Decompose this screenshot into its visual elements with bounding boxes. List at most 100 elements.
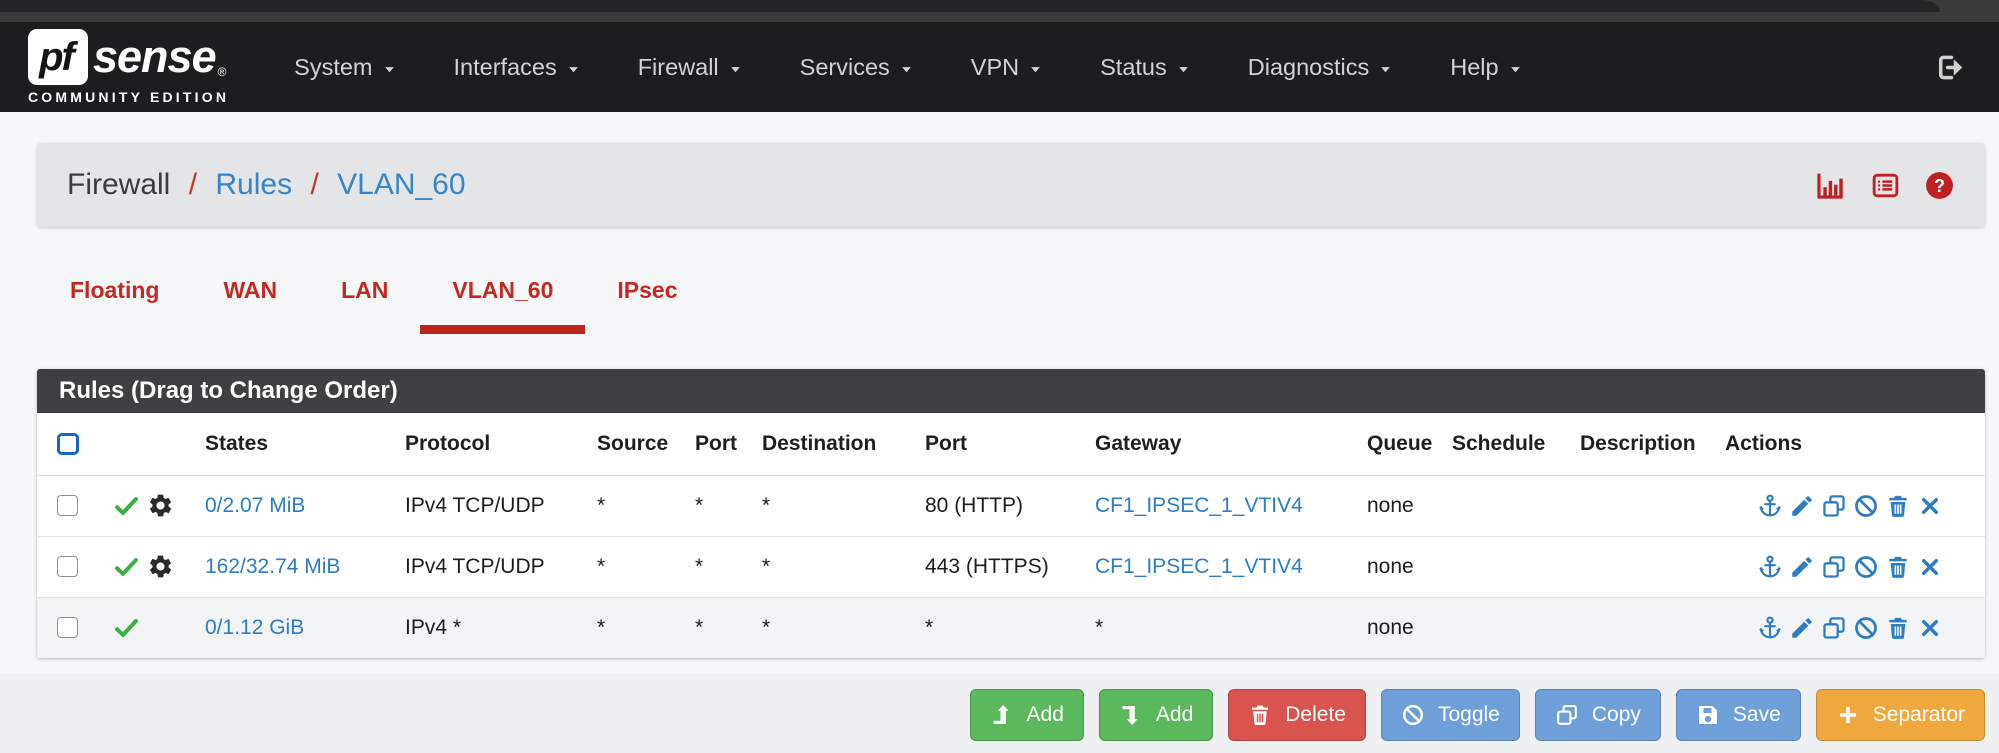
col-protocol: Protocol: [405, 431, 491, 455]
gateway-link[interactable]: CF1_IPSEC_1_VTIV4: [1095, 554, 1303, 578]
rule-destination-port: 443 (HTTPS): [925, 554, 1049, 578]
main-menu: System Interfaces Firewall Services VPN …: [265, 22, 1550, 112]
trash-icon[interactable]: [1885, 554, 1911, 580]
menu-item-services[interactable]: Services: [771, 22, 942, 112]
rule-source-port: *: [695, 493, 704, 517]
pfsense-logo[interactable]: pf sense ® COMMUNITY EDITION: [28, 29, 229, 105]
copy-button[interactable]: Copy: [1534, 689, 1661, 741]
rule-source: *: [597, 493, 606, 517]
window-tab-corner: [0, 0, 1940, 12]
menu-item-firewall[interactable]: Firewall: [609, 22, 771, 112]
col-schedule: Schedule: [1452, 431, 1546, 455]
rule-description: [1580, 597, 1725, 658]
page-content: Firewall / Rules / VLAN_60 Floating WAN …: [0, 112, 1999, 753]
states-link[interactable]: 0/2.07 MiB: [205, 493, 306, 517]
add-rule-top-button[interactable]: Add: [969, 689, 1084, 741]
edit-icon[interactable]: [1789, 554, 1815, 580]
col-actions: Actions: [1725, 431, 1803, 455]
col-states: States: [205, 431, 269, 455]
row-checkbox[interactable]: [57, 495, 78, 516]
footer-buttons: Add Add Delete Toggle Copy Save: [0, 689, 1985, 741]
rule-row[interactable]: 0/2.07 MiB IPv4 TCP/UDP * * * 80 (HTTP) …: [37, 475, 1985, 536]
rule-enabled-icon[interactable]: [113, 492, 140, 519]
breadcrumb-link-rules[interactable]: Rules: [215, 168, 293, 201]
level-up-icon: [990, 703, 1014, 727]
close-icon[interactable]: [1917, 615, 1943, 641]
menu-item-vpn[interactable]: VPN: [942, 22, 1071, 112]
edit-icon[interactable]: [1789, 493, 1815, 519]
rule-row[interactable]: 162/32.74 MiB IPv4 TCP/UDP * * * 443 (HT…: [37, 536, 1985, 597]
rule-queue: none: [1367, 493, 1414, 517]
tab-wan[interactable]: WAN: [223, 277, 278, 303]
rule-queue: none: [1367, 554, 1414, 578]
help-icon[interactable]: [1924, 170, 1955, 201]
trash-icon[interactable]: [1885, 493, 1911, 519]
rule-schedule: [1452, 597, 1580, 658]
rule-protocol: IPv4 TCP/UDP: [405, 554, 545, 578]
col-destination-port: Port: [925, 431, 967, 455]
rule-enabled-icon[interactable]: [113, 553, 140, 580]
row-checkbox[interactable]: [57, 617, 78, 639]
states-link[interactable]: 162/32.74 MiB: [205, 554, 341, 578]
save-icon: [1696, 703, 1720, 727]
copy-icon[interactable]: [1821, 554, 1847, 580]
breadcrumb-trail: Firewall / Rules / VLAN_60: [67, 168, 466, 202]
save-button[interactable]: Save: [1675, 689, 1801, 741]
chevron-down-icon: [729, 63, 742, 76]
breadcrumb-separator: /: [188, 168, 198, 201]
delete-button[interactable]: Delete: [1228, 689, 1366, 741]
status-graph-icon[interactable]: [1814, 169, 1847, 202]
separator-button[interactable]: Separator: [1815, 689, 1985, 741]
tab-lan[interactable]: LAN: [341, 277, 389, 303]
disable-icon[interactable]: [1853, 554, 1879, 580]
breadcrumb: Firewall / Rules / VLAN_60: [37, 143, 1985, 227]
gateway-link[interactable]: CF1_IPSEC_1_VTIV4: [1095, 493, 1303, 517]
disable-icon[interactable]: [1853, 615, 1879, 641]
toggle-button[interactable]: Toggle: [1380, 689, 1520, 741]
col-gateway: Gateway: [1095, 431, 1182, 455]
copy-icon[interactable]: [1821, 615, 1847, 641]
logout-icon[interactable]: [1934, 52, 1965, 83]
rule-destination: *: [762, 493, 771, 517]
copy-icon: [1555, 703, 1579, 727]
rule-row[interactable]: 0/1.12 GiB IPv4 * * * * * * none: [37, 597, 1985, 658]
tab-vlan60[interactable]: VLAN_60: [420, 265, 586, 334]
col-source-port: Port: [695, 431, 737, 455]
states-link[interactable]: 0/1.12 GiB: [205, 615, 305, 639]
rule-destination-port: 80 (HTTP): [925, 493, 1024, 517]
ban-icon: [1401, 703, 1425, 727]
level-down-icon: [1119, 703, 1143, 727]
anchor-icon[interactable]: [1757, 554, 1783, 580]
log-icon[interactable]: [1870, 170, 1901, 201]
disable-icon[interactable]: [1853, 493, 1879, 519]
chevron-down-icon: [1029, 63, 1042, 76]
rule-protocol: IPv4 *: [405, 615, 462, 639]
advanced-settings-icon: [147, 492, 174, 519]
menu-item-system[interactable]: System: [265, 22, 424, 112]
select-all-checkbox[interactable]: [57, 432, 79, 455]
menu-item-diagnostics[interactable]: Diagnostics: [1219, 22, 1421, 112]
anchor-icon[interactable]: [1757, 615, 1783, 641]
chevron-down-icon: [1509, 63, 1522, 76]
row-checkbox[interactable]: [57, 556, 78, 577]
rule-destination: *: [762, 615, 771, 639]
copy-icon[interactable]: [1821, 493, 1847, 519]
col-destination: Destination: [762, 431, 877, 455]
close-icon[interactable]: [1917, 554, 1943, 580]
anchor-icon[interactable]: [1757, 493, 1783, 519]
breadcrumb-link-vlan60[interactable]: VLAN_60: [337, 168, 466, 201]
top-navbar: pf sense ® COMMUNITY EDITION System Inte…: [0, 22, 1999, 112]
menu-item-help[interactable]: Help: [1421, 22, 1550, 112]
rule-gateway: *: [1095, 615, 1104, 639]
tab-floating[interactable]: Floating: [70, 277, 160, 303]
close-icon[interactable]: [1917, 493, 1943, 519]
menu-item-status[interactable]: Status: [1071, 22, 1219, 112]
tab-ipsec[interactable]: IPsec: [617, 277, 678, 303]
trash-icon[interactable]: [1885, 615, 1911, 641]
menu-item-interfaces[interactable]: Interfaces: [425, 22, 609, 112]
rule-source: *: [597, 554, 606, 578]
add-rule-bottom-button[interactable]: Add: [1098, 689, 1214, 741]
rule-enabled-icon[interactable]: [113, 614, 140, 641]
edit-icon[interactable]: [1789, 615, 1815, 641]
pf-logo-tile: pf: [28, 29, 88, 85]
